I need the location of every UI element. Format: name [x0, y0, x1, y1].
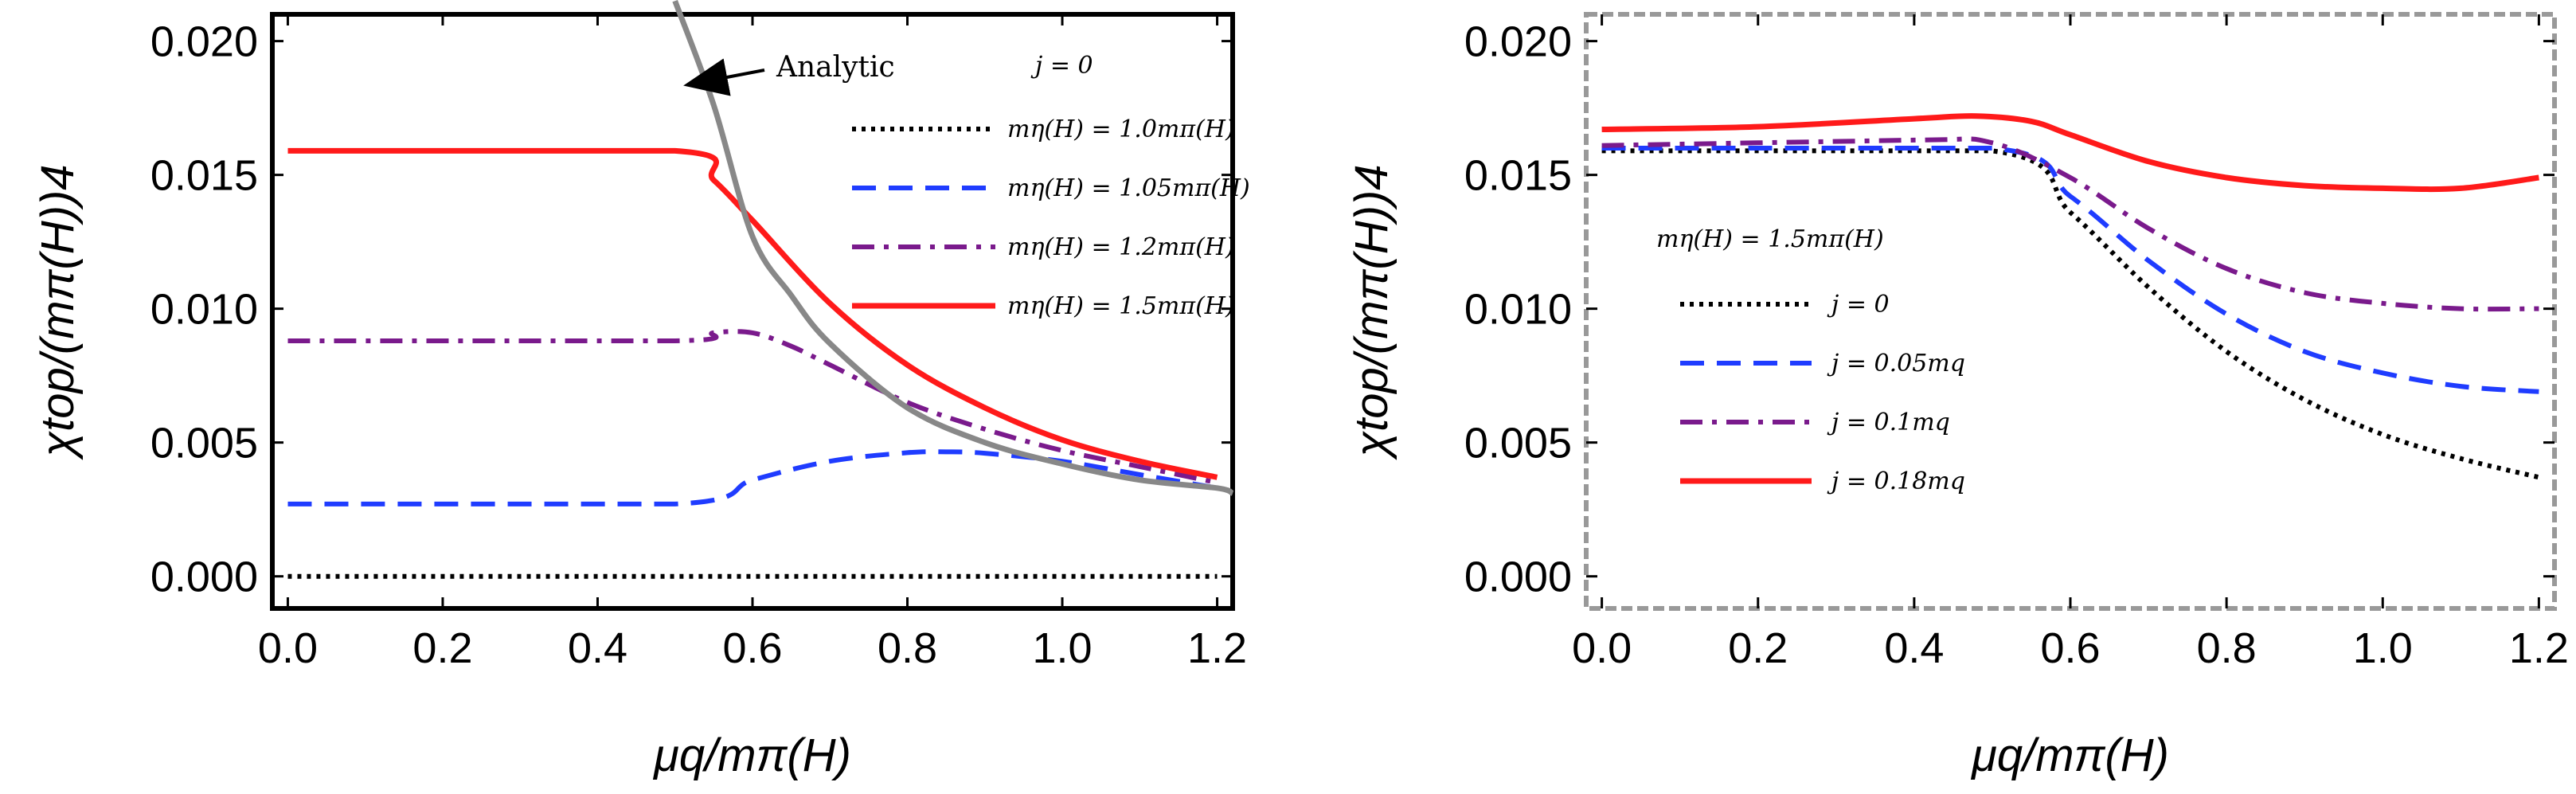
- x-tick-label: 1.2: [2509, 624, 2569, 672]
- legend-label: mη(H) = 1.05mπ(H): [1007, 174, 1250, 202]
- x-tick-label: 0.6: [722, 624, 782, 672]
- plot-frame: [270, 12, 1235, 611]
- legend: j = 0 mη(H) = 1.0mπ(H)mη(H) = 1.05mπ(H)m…: [852, 52, 1250, 320]
- x-axis-title: μq/mπ(H): [652, 729, 851, 781]
- x-axis-title: μq/mπ(H): [1970, 729, 2169, 781]
- legend-label: j = 0.1mq: [1827, 409, 1950, 436]
- legend-label: mη(H) = 1.2mπ(H): [1007, 233, 1235, 261]
- legend-label: mη(H) = 1.5mπ(H): [1007, 292, 1235, 320]
- analytic-annotation: Analytic: [776, 51, 895, 84]
- legend: mη(H) = 1.5mπ(H) j = 0 j = 0.05mq j = 0.1m…: [1656, 225, 1965, 495]
- legend-label: j = 0.18mq: [1827, 467, 1965, 495]
- y-tick-labels: 0.000 0.005 0.010 0.015 0.020: [1464, 18, 2555, 601]
- y-tick-label: 0.000: [150, 553, 258, 601]
- x-tick-label: 0.2: [1728, 624, 1788, 672]
- y-tick-label: 0.000: [1464, 553, 1572, 601]
- y-tick-label: 0.010: [1464, 286, 1572, 334]
- legend-title: mη(H) = 1.5mπ(H): [1656, 225, 1884, 253]
- series-line-2: [287, 329, 1218, 486]
- x-tick-label: 0.0: [1572, 624, 1632, 672]
- y-tick-label: 0.015: [150, 152, 258, 200]
- y-axis-title-text: χtop/(mπ(H))4: [32, 165, 84, 461]
- x-tick-label: 0.0: [258, 624, 318, 672]
- y-tick-label: 0.005: [150, 420, 258, 467]
- y-axis-title: χtop/(mπ(H))4: [1346, 165, 1397, 461]
- y-tick-labels: 0.000 0.005 0.010 0.015 0.020: [150, 18, 1233, 601]
- y-tick-label: 0.010: [150, 286, 258, 334]
- series-layer: [287, 0, 1234, 579]
- series-line-4: [672, 0, 1234, 496]
- y-axis-title: χtop/(mπ(H))4: [32, 165, 84, 461]
- x-tick-label: 0.8: [878, 624, 937, 672]
- series-line-0: [1601, 148, 2540, 480]
- series-line-3: [1601, 113, 2539, 193]
- x-tick-label: 0.4: [1884, 624, 1944, 672]
- legend-title: j = 0: [1030, 52, 1093, 80]
- analytic-arrow: [683, 58, 765, 96]
- x-tick-label: 1.0: [1032, 624, 1092, 672]
- x-tick-labels: 0.0 0.2 0.4 0.6 0.8 1.0 1.2: [258, 14, 1247, 672]
- x-tick-label: 0.8: [2197, 624, 2257, 672]
- x-tick-label: 0.4: [568, 624, 627, 672]
- legend-label: mη(H) = 1.0mπ(H): [1007, 115, 1235, 143]
- y-tick-label: 0.015: [1464, 152, 1572, 200]
- series-layer: [1601, 113, 2540, 480]
- series-line-1: [287, 449, 1218, 507]
- y-tick-label: 0.020: [1464, 18, 1572, 66]
- x-tick-label: 0.2: [412, 624, 472, 672]
- plot-frame: [1584, 12, 2557, 611]
- x-tick-label: 0.6: [2040, 624, 2100, 672]
- x-tick-label: 1.2: [1187, 624, 1247, 672]
- legend-rows: j = 0 j = 0.05mq j = 0.1mq j = 0.18mq: [1680, 291, 1965, 495]
- x-tick-labels: 0.0 0.2 0.4 0.6 0.8 1.0 1.2: [1572, 14, 2569, 672]
- y-tick-label: 0.005: [1464, 420, 1572, 467]
- legend-label: j = 0: [1827, 291, 1890, 319]
- series-line-2: [1601, 136, 2539, 312]
- series-line-3: [287, 147, 1218, 480]
- legend-label: j = 0.05mq: [1827, 350, 1965, 377]
- y-tick-label: 0.020: [150, 18, 258, 66]
- x-tick-label: 1.0: [2353, 624, 2413, 672]
- legend-rows: mη(H) = 1.0mπ(H) mη(H) = 1.05mπ(H) mη(H) =…: [852, 115, 1250, 320]
